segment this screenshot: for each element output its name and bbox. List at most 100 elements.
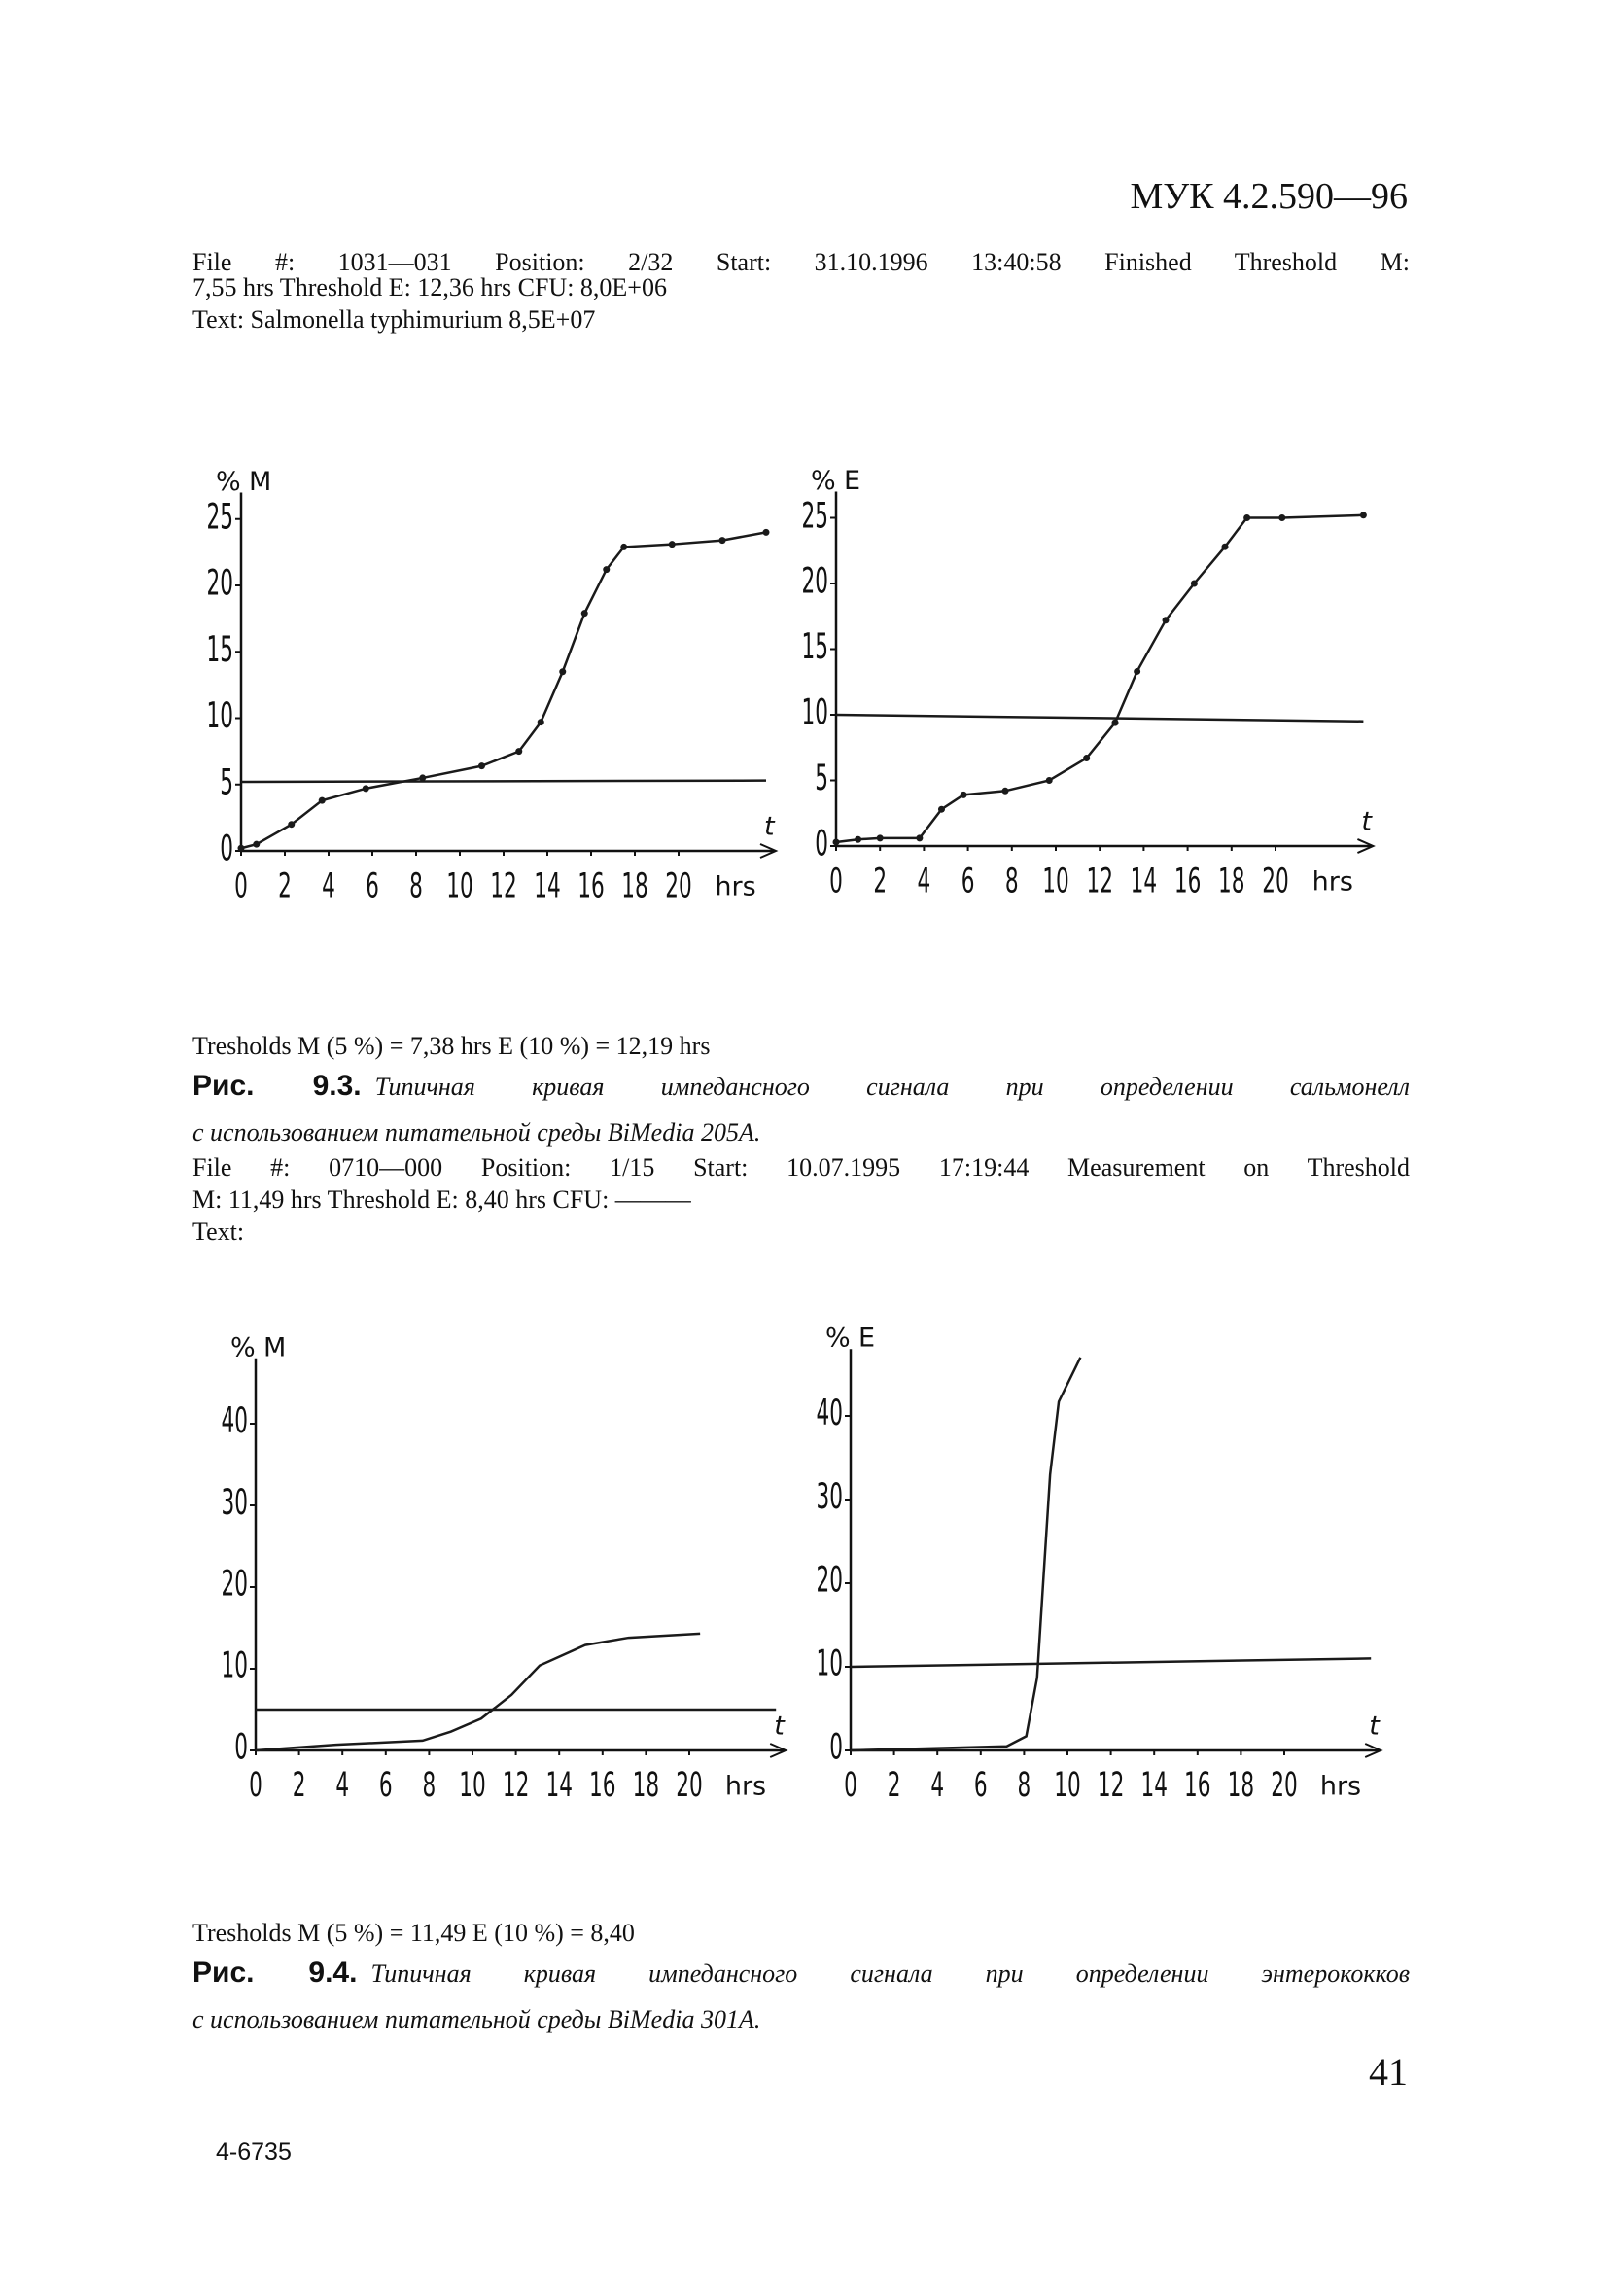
y-tick-label: 10	[207, 695, 233, 737]
data-point	[1134, 667, 1141, 675]
x-tick-label: 2	[888, 1765, 901, 1805]
data-point	[318, 796, 326, 804]
data-point	[1001, 787, 1009, 795]
x-axis-label: hrs	[1312, 867, 1353, 898]
data-point	[1045, 777, 1053, 784]
curve	[850, 1357, 1082, 1752]
y-axis-label: %	[811, 466, 836, 496]
data-point	[1190, 580, 1198, 587]
file-line: M: 11,49 hrs Threshold E: 8,40 hrs CFU: …	[192, 1185, 691, 1214]
x-tick-label: 2	[278, 865, 292, 905]
y-tick-label: 20	[222, 1564, 248, 1606]
x-tick-label: 0	[249, 1765, 262, 1805]
y-tick-label: 0	[815, 824, 828, 865]
data-point	[515, 748, 523, 756]
curve	[255, 1632, 701, 1752]
x-tick-label: 10	[1054, 1765, 1080, 1805]
y-tick-label: 30	[817, 1476, 843, 1518]
data-point	[1221, 543, 1229, 550]
x-axis-arrow	[769, 1743, 788, 1758]
data-point	[855, 835, 862, 843]
data-point	[668, 541, 676, 548]
x-axis-arrow	[1356, 838, 1376, 854]
y-tick-label: 30	[222, 1482, 248, 1524]
page-number: 41	[1369, 2050, 1408, 2094]
caption-text: с использованием питательной среды BiMed…	[192, 2005, 761, 2033]
caption-label: Рис. 9.4.	[192, 1957, 358, 1989]
axis-name: M	[263, 1332, 286, 1362]
x-tick-label: 16	[577, 865, 604, 905]
data-point	[1111, 719, 1119, 726]
x-tick-label: 4	[322, 865, 335, 905]
curve	[240, 779, 767, 784]
file-line: Text:	[192, 1218, 245, 1246]
file-line: File #: 0710—000 Position: 1/15 Start: 1…	[192, 1153, 1410, 1182]
x-tick-label: 18	[1228, 1765, 1254, 1805]
y-tick-label: 5	[220, 761, 233, 803]
data-point	[916, 834, 924, 842]
data-point	[1162, 617, 1170, 624]
x-tick-label: 10	[459, 1765, 485, 1805]
caption-text: Типичная кривая импедансного сигнала при…	[374, 1073, 1410, 1101]
x-tick-label: 20	[676, 1765, 702, 1805]
x-tick-label: 0	[829, 861, 843, 901]
x-tick-label: 8	[1018, 1765, 1031, 1805]
x-tick-label: 0	[844, 1765, 857, 1805]
curve	[835, 513, 1364, 844]
data-point	[478, 762, 485, 770]
data-point	[253, 840, 261, 848]
caption-text: с использованием питательной среды BiMed…	[192, 1118, 761, 1147]
data-point	[559, 668, 567, 676]
data-point	[362, 785, 369, 793]
x-tick-label: 12	[490, 865, 516, 905]
data-point	[580, 610, 588, 618]
x-axis-label: hrs	[715, 872, 755, 902]
axis-name: E	[844, 466, 860, 496]
data-point	[1278, 514, 1286, 521]
x-tick-label: 12	[1086, 861, 1112, 901]
x-tick-label: 4	[918, 861, 931, 901]
print-code: 4-6735	[216, 2138, 292, 2166]
x-tick-label: 6	[974, 1765, 988, 1805]
x-tick-label: 18	[633, 1765, 659, 1805]
y-axis-label: %	[825, 1324, 851, 1354]
y-tick-label: 10	[802, 692, 828, 734]
y-axis-label: %	[216, 467, 241, 497]
x-tick-label: 18	[621, 865, 647, 905]
doc-code: МУК 4.2.590—96	[1130, 176, 1408, 217]
y-tick-label: 0	[234, 1727, 248, 1769]
x-tick-label: 14	[1140, 1765, 1167, 1805]
data-point	[288, 821, 296, 829]
file-line: Text: Salmonella typhimurium 8,5E+07	[192, 305, 596, 334]
x-tick-label: 8	[423, 1765, 437, 1805]
x-tick-label: 14	[545, 1765, 572, 1805]
y-tick-label: 25	[207, 497, 233, 539]
data-point	[937, 805, 945, 813]
x-arrow-label: t	[764, 812, 776, 842]
thresholds: Tresholds M (5 %) = 7,38 hrs E (10 %) = …	[192, 1032, 711, 1060]
y-tick-label: 10	[222, 1645, 248, 1687]
x-tick-label: 4	[930, 1765, 944, 1805]
x-axis-label: hrs	[1320, 1772, 1361, 1802]
x-tick-label: 10	[446, 865, 472, 905]
curve	[240, 531, 767, 850]
data-point	[620, 543, 628, 550]
y-tick-label: 15	[207, 629, 233, 671]
file-line: 7,55 hrs Threshold E: 12,36 hrs CFU: 8,0…	[192, 273, 667, 301]
y-axis-label: %	[230, 1332, 256, 1362]
x-arrow-label: t	[1361, 807, 1373, 837]
x-arrow-label: t	[774, 1712, 786, 1742]
data-point	[832, 838, 840, 846]
x-tick-label: 14	[534, 865, 560, 905]
axis-name: M	[249, 467, 271, 497]
x-tick-label: 20	[665, 865, 691, 905]
data-point	[1083, 755, 1091, 762]
x-tick-label: 6	[379, 1765, 393, 1805]
y-tick-label: 0	[829, 1727, 843, 1769]
x-tick-label: 16	[1184, 1765, 1210, 1805]
curve	[835, 713, 1364, 723]
x-tick-label: 8	[409, 865, 423, 905]
x-tick-label: 0	[234, 865, 248, 905]
